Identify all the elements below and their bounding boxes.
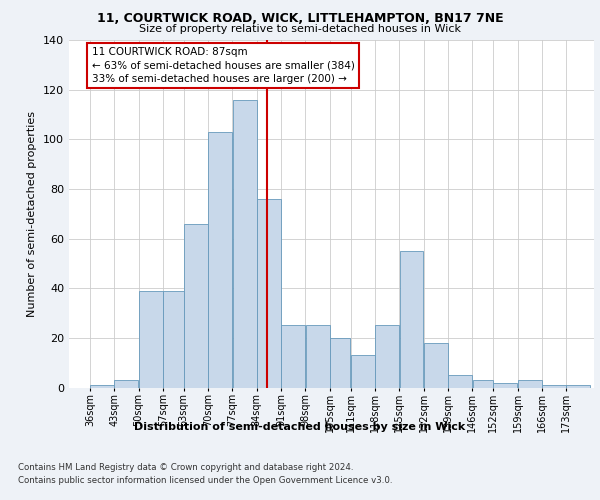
Bar [208,132,232,388]
Bar [257,199,281,388]
Text: 11, COURTWICK ROAD, WICK, LITTLEHAMPTON, BN17 7NE: 11, COURTWICK ROAD, WICK, LITTLEHAMPTON,… [97,12,503,26]
Bar [400,251,424,388]
Bar [518,380,542,388]
Bar [233,100,257,388]
Bar [473,380,493,388]
Text: Distribution of semi-detached houses by size in Wick: Distribution of semi-detached houses by … [134,422,466,432]
Bar [566,385,590,388]
Bar [90,385,114,388]
Text: Contains public sector information licensed under the Open Government Licence v3: Contains public sector information licen… [18,476,392,485]
Text: Contains HM Land Registry data © Crown copyright and database right 2024.: Contains HM Land Registry data © Crown c… [18,462,353,471]
Text: 11 COURTWICK ROAD: 87sqm
← 63% of semi-detached houses are smaller (384)
33% of : 11 COURTWICK ROAD: 87sqm ← 63% of semi-d… [92,48,355,84]
Bar [330,338,350,388]
Bar [351,355,375,388]
Bar [448,375,472,388]
Bar [305,326,329,388]
Bar [115,380,138,388]
Bar [184,224,208,388]
Bar [542,385,566,388]
Bar [424,343,448,388]
Bar [375,326,399,388]
Bar [139,290,163,388]
Bar [163,290,184,388]
Bar [493,382,517,388]
Y-axis label: Number of semi-detached properties: Number of semi-detached properties [28,111,37,317]
Text: Size of property relative to semi-detached houses in Wick: Size of property relative to semi-detach… [139,24,461,34]
Bar [281,326,305,388]
